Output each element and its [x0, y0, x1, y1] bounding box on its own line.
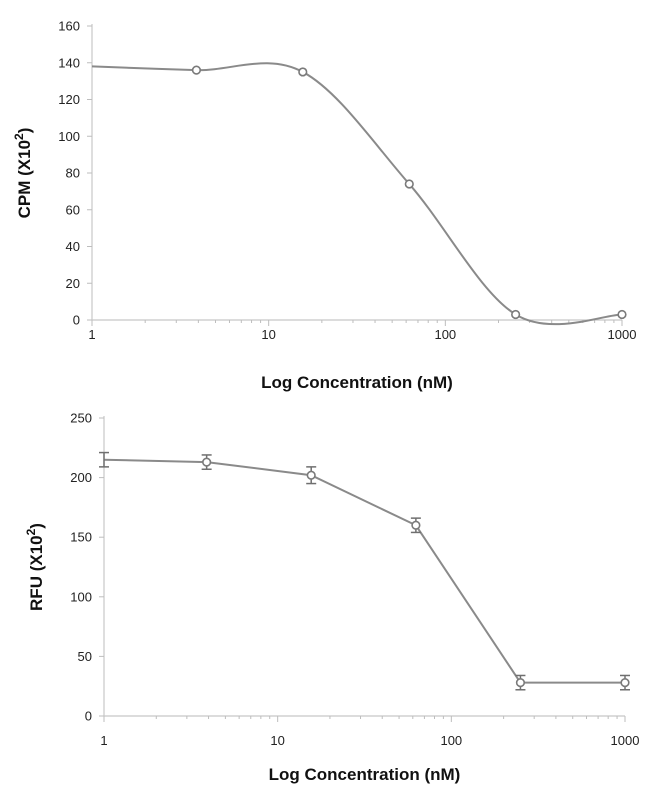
- y-tick-label: 50: [78, 649, 92, 664]
- x-axis-title: Log Concentration (nM): [261, 373, 453, 392]
- data-point: [511, 309, 521, 320]
- error-bar: [99, 451, 109, 468]
- series-line: [91, 62, 623, 326]
- data-point: [620, 678, 630, 688]
- y-tick-label: 250: [70, 411, 92, 426]
- x-tick-label: 10: [270, 733, 284, 748]
- x-tick-label: 100: [440, 733, 462, 748]
- y-tick-label: 120: [58, 92, 80, 107]
- x-axis-title: Log Concentration (nM): [269, 765, 461, 784]
- data-point: [306, 470, 316, 480]
- y-tick-label: 0: [73, 313, 80, 328]
- y-axis-title-end: ): [15, 128, 34, 134]
- y-axis-title-superscript: 2: [24, 528, 38, 535]
- x-tick-label: 100: [434, 327, 456, 342]
- y-tick-label: 60: [66, 202, 80, 217]
- y-tick-label: 80: [66, 166, 80, 181]
- y-tick-label: 140: [58, 55, 80, 70]
- y-axis-title-main: CPM (X10: [15, 140, 34, 218]
- x-tick-label: 1000: [608, 327, 637, 342]
- y-tick-label: 160: [58, 19, 80, 34]
- x-tick-label: 1: [88, 327, 95, 342]
- x-tick-label: 10: [261, 327, 275, 342]
- y-tick-label: 40: [66, 239, 80, 254]
- y-axis-title-superscript: 2: [12, 133, 26, 140]
- x-tick-label: 1: [100, 733, 107, 748]
- y-axis-title: RFU (X102): [24, 523, 46, 611]
- y-tick-label: 20: [66, 276, 80, 291]
- x-tick-label: 1000: [611, 733, 640, 748]
- y-tick-label: 0: [85, 709, 92, 724]
- y-tick-label: 200: [70, 470, 92, 485]
- data-point: [411, 520, 421, 530]
- chart-cpm: 0 20 40 60 80 100 120 140 160 1 10 100 1000 Log Conce…: [12, 19, 636, 393]
- y-axis-title-main: RFU (X10: [27, 535, 46, 611]
- y-axis-title: CPM (X102): [12, 128, 34, 219]
- data-point: [404, 179, 414, 189]
- data-point: [617, 309, 627, 320]
- data-point: [191, 65, 202, 75]
- data-point: [202, 457, 212, 467]
- series-line: [103, 458, 625, 684]
- data-point: [298, 67, 308, 77]
- data-point: [515, 678, 526, 688]
- chart-rfu: 0 50 100 150 200 250 1 10 100 1000 Log Concentrati…: [24, 411, 639, 785]
- y-tick-label: 100: [70, 589, 92, 604]
- y-axis-title-end: ): [27, 523, 46, 529]
- y-tick-label: 150: [70, 530, 92, 545]
- y-tick-label: 100: [58, 129, 80, 144]
